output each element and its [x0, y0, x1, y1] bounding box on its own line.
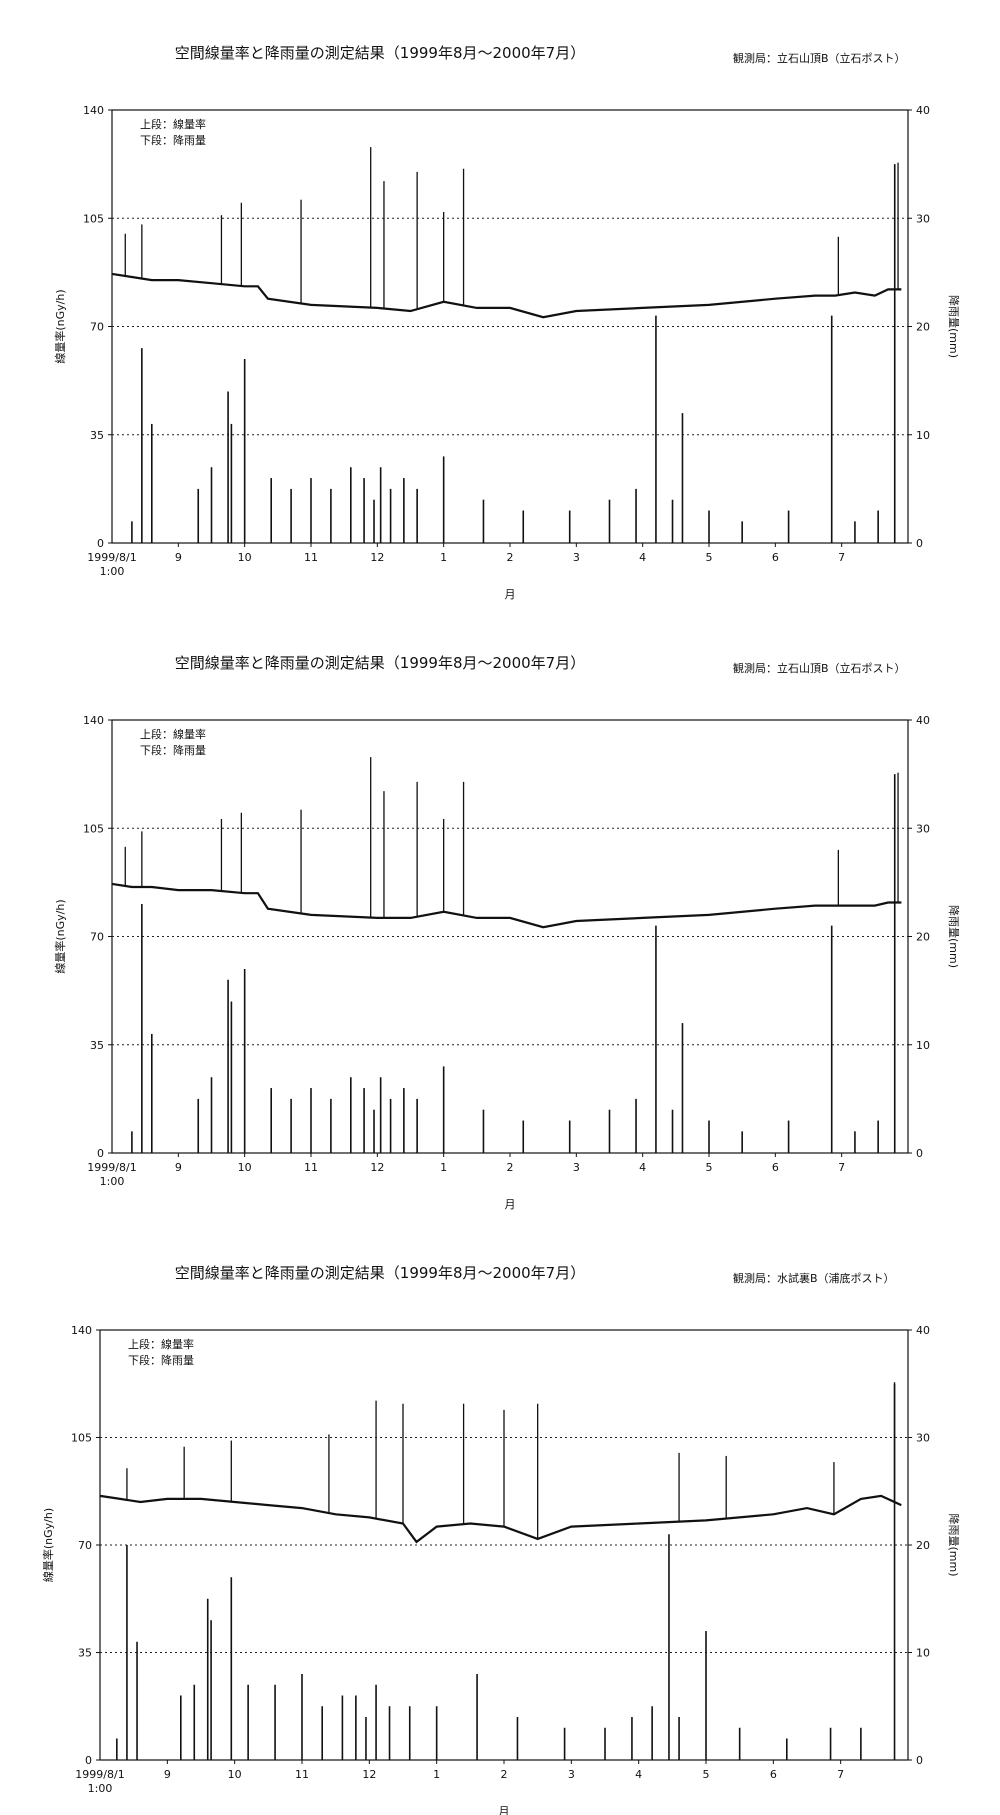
x-tick-label: 2 — [501, 1768, 508, 1781]
dose-rate-line — [99, 1494, 902, 1544]
legend-rainfall: 下段：降雨量 — [140, 133, 206, 147]
x-tick-label: 3 — [573, 551, 580, 564]
x-tick-label: 4 — [639, 551, 646, 564]
y-right-tick-label: 10 — [916, 1647, 930, 1660]
y-right-tick-label: 0 — [916, 1147, 923, 1160]
chart-title: 空間線量率と降雨量の測定結果（1999年8月～2000年7月） — [175, 1264, 585, 1282]
x-tick-label: 9 — [175, 1161, 182, 1174]
x-tick-label: 11 — [295, 1768, 309, 1781]
x-tick-label: 4 — [635, 1768, 642, 1781]
y-right-tick-label: 10 — [916, 429, 930, 442]
x-tick-label: 1 — [440, 551, 447, 564]
y-right-tick-label: 0 — [916, 1754, 923, 1767]
y-left-tick-label: 105 — [83, 822, 104, 835]
legend-rainfall: 下段：降雨量 — [128, 1353, 194, 1367]
station-label: 観測局：立石山頂B（立石ポスト） — [733, 661, 906, 675]
x-tick-label: 3 — [568, 1768, 575, 1781]
x-tick-label: 7 — [838, 551, 845, 564]
x-tick-label: 6 — [772, 551, 779, 564]
y-left-axis-label: 線量率(nGy/h) — [53, 899, 67, 973]
chart-panel-3: 空間線量率と降雨量の測定結果（1999年8月～2000年7月） 観測局：水試裏B（… — [0, 1220, 1000, 1815]
y-left-tick-label: 0 — [85, 1754, 92, 1767]
x-tick-label: 12 — [370, 1161, 384, 1174]
x-tick-label: 2 — [507, 551, 514, 564]
x-tick-label: 10 — [238, 551, 252, 564]
y-left-tick-label: 70 — [90, 931, 104, 944]
y-left-axis-label: 線量率(nGy/h) — [41, 1508, 55, 1582]
x-start-time-label: 1:00 — [100, 565, 125, 578]
y-right-tick-label: 30 — [916, 1432, 930, 1445]
y-left-tick-label: 140 — [83, 104, 104, 117]
y-left-tick-label: 0 — [97, 537, 104, 550]
y-right-axis-label: 降雨量(mm) — [947, 905, 961, 968]
x-tick-label: 7 — [838, 1161, 845, 1174]
station-label: 観測局：水試裏B（浦底ポスト） — [733, 1271, 895, 1285]
x-tick-label: 5 — [706, 1161, 713, 1174]
x-tick-label: 12 — [370, 551, 384, 564]
station-label: 観測局：立石山頂B（立石ポスト） — [733, 51, 906, 65]
y-right-tick-label: 20 — [916, 321, 930, 334]
y-left-axis-label: 線量率(nGy/h) — [53, 289, 67, 363]
y-left-tick-label: 105 — [71, 1432, 92, 1445]
x-tick-label: 10 — [238, 1161, 252, 1174]
x-tick-label: 6 — [772, 1161, 779, 1174]
x-tick-label: 5 — [706, 551, 713, 564]
chart-panel-2: 空間線量率と降雨量の測定結果（1999年8月～2000年7月） 観測局：立石山頂B… — [0, 610, 1000, 1210]
legend-dose-rate: 上段：線量率 — [140, 117, 206, 131]
x-tick-label: 9 — [175, 551, 182, 564]
y-left-tick-label: 35 — [78, 1647, 92, 1660]
y-left-tick-label: 0 — [97, 1147, 104, 1160]
x-axis-label: 月 — [499, 1805, 510, 1815]
legend-dose-rate: 上段：線量率 — [128, 1337, 194, 1351]
x-tick-label: 4 — [639, 1161, 646, 1174]
x-start-time-label: 1:00 — [88, 1782, 113, 1795]
y-right-tick-label: 20 — [916, 931, 930, 944]
y-right-tick-label: 40 — [916, 714, 930, 727]
x-axis-label: 月 — [505, 1198, 516, 1210]
x-start-label: 1999/8/1 — [87, 1161, 136, 1174]
chart-svg-2: 空間線量率と降雨量の測定結果（1999年8月～2000年7月） 観測局：立石山頂B… — [53, 654, 961, 1210]
chart-svg-1: 空間線量率と降雨量の測定結果（1999年8月～2000年7月） 観測局：立石山頂B… — [53, 44, 961, 600]
chart-panel-1: 空間線量率と降雨量の測定結果（1999年8月～2000年7月） 観測局：立石山頂B… — [0, 0, 1000, 600]
legend-dose-rate: 上段：線量率 — [140, 727, 206, 741]
chart-svg-3: 空間線量率と降雨量の測定結果（1999年8月～2000年7月） 観測局：水試裏B（… — [41, 1264, 961, 1815]
y-left-tick-label: 140 — [83, 714, 104, 727]
x-tick-label: 1 — [433, 1768, 440, 1781]
dose-rate-line — [111, 272, 902, 319]
y-left-tick-label: 35 — [90, 429, 104, 442]
x-tick-label: 6 — [770, 1768, 777, 1781]
x-tick-label: 5 — [703, 1768, 710, 1781]
x-tick-label: 11 — [304, 1161, 318, 1174]
y-right-axis-label: 降雨量(mm) — [947, 1513, 961, 1576]
y-right-tick-label: 40 — [916, 104, 930, 117]
y-right-tick-label: 20 — [916, 1539, 930, 1552]
x-axis-label: 月 — [505, 588, 516, 600]
y-left-tick-label: 140 — [71, 1324, 92, 1337]
x-tick-label: 1 — [440, 1161, 447, 1174]
y-right-tick-label: 30 — [916, 212, 930, 225]
y-left-tick-label: 70 — [78, 1539, 92, 1552]
y-right-tick-label: 0 — [916, 537, 923, 550]
y-right-axis-label: 降雨量(mm) — [947, 295, 961, 358]
legend-rainfall: 下段：降雨量 — [140, 743, 206, 757]
dose-rate-line — [111, 882, 902, 929]
y-right-tick-label: 30 — [916, 822, 930, 835]
x-start-label: 1999/8/1 — [75, 1768, 124, 1781]
x-tick-label: 12 — [362, 1768, 376, 1781]
x-tick-label: 7 — [837, 1768, 844, 1781]
chart-title: 空間線量率と降雨量の測定結果（1999年8月～2000年7月） — [175, 654, 585, 672]
x-start-time-label: 1:00 — [100, 1175, 125, 1188]
y-left-tick-label: 70 — [90, 321, 104, 334]
y-left-tick-label: 35 — [90, 1039, 104, 1052]
x-tick-label: 11 — [304, 551, 318, 564]
x-tick-label: 3 — [573, 1161, 580, 1174]
x-tick-label: 10 — [228, 1768, 242, 1781]
x-start-label: 1999/8/1 — [87, 551, 136, 564]
y-right-tick-label: 10 — [916, 1039, 930, 1052]
x-tick-label: 9 — [164, 1768, 171, 1781]
y-left-tick-label: 105 — [83, 212, 104, 225]
x-tick-label: 2 — [507, 1161, 514, 1174]
y-right-tick-label: 40 — [916, 1324, 930, 1337]
chart-title: 空間線量率と降雨量の測定結果（1999年8月～2000年7月） — [175, 44, 585, 62]
